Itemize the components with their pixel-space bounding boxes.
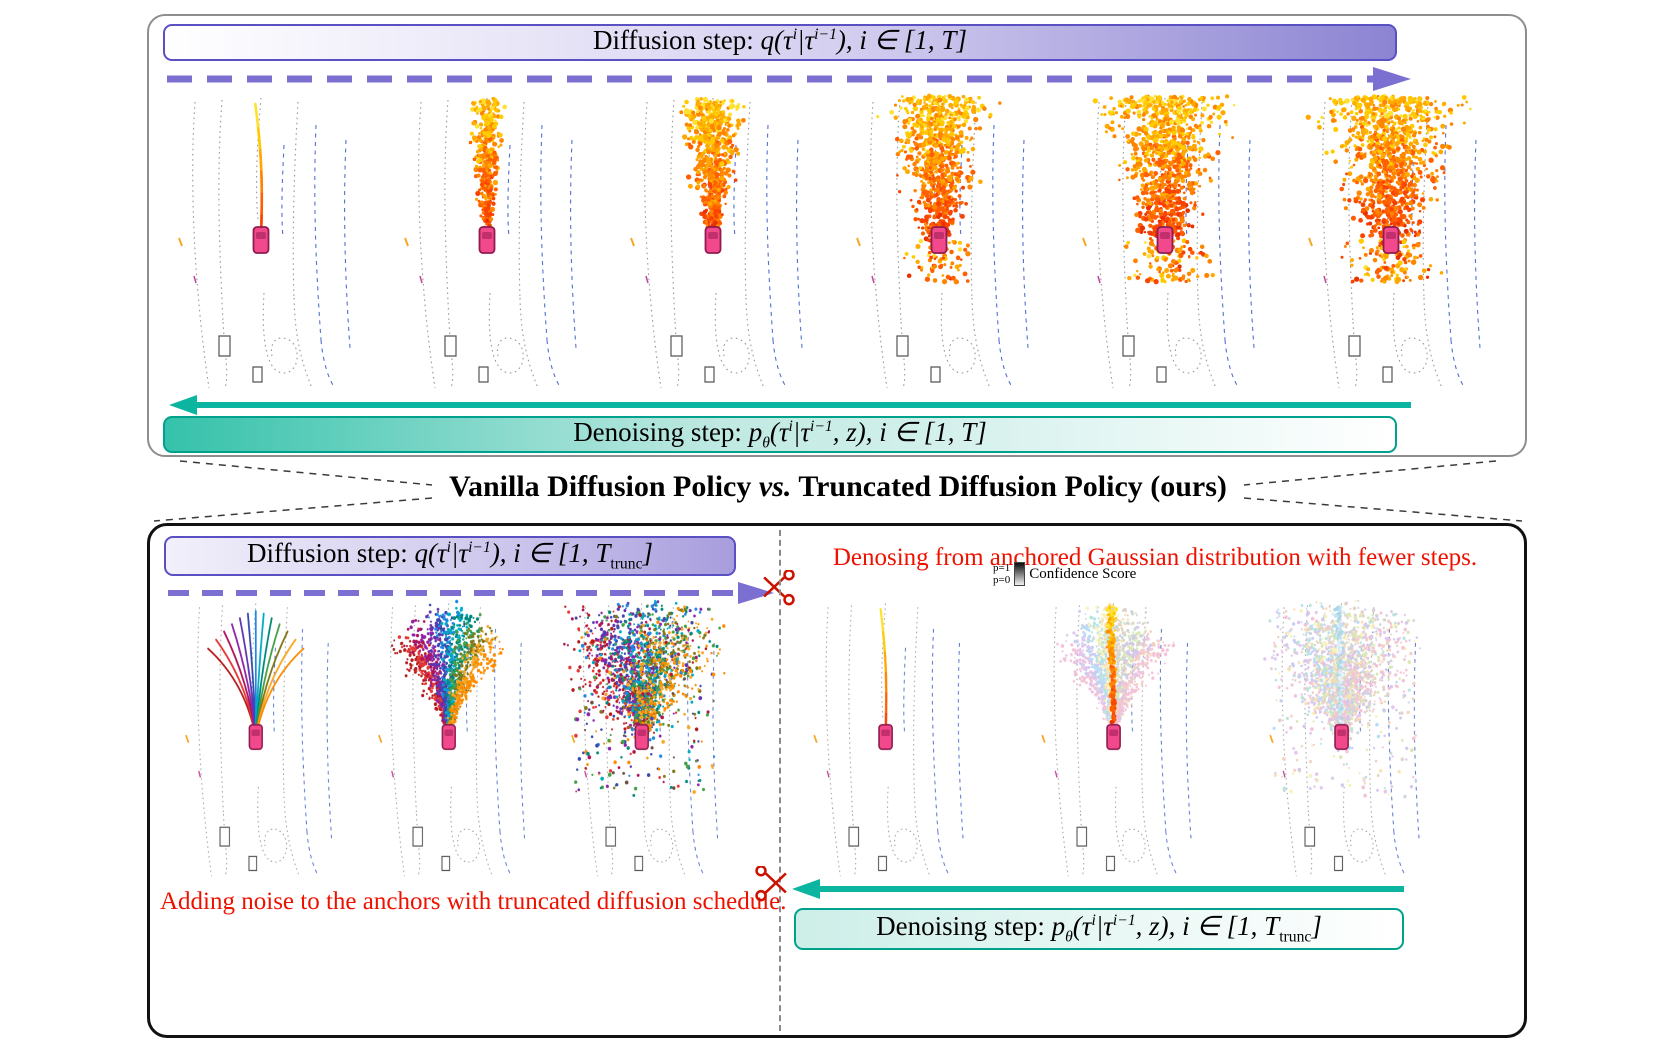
anchor-noised-panel-2 (560, 596, 744, 878)
denoising-step-banner-top: Denoising step: pθ(τi|τi−1, z), i ∈ [1, … (163, 416, 1397, 453)
vanilla-noise-panel-4 (843, 90, 1059, 390)
diffusion-step-banner-truncated: Diffusion step: q(τi|τi−1), i ∈ [1, Ttru… (164, 536, 736, 576)
legend-p1: p=1 (993, 562, 1011, 574)
left-caption: Adding noise to the anchors with truncat… (160, 888, 787, 915)
banner-text: Denoising step: pθ(τi|τi−1, z), i ∈ [1, … (876, 911, 1322, 946)
vanilla-diffusion-box: Diffusion step: q(τi|τi−1), i ∈ [1, T] D… (147, 14, 1527, 457)
confidence-legend: p=1 p=0 Confidence Score (993, 562, 1136, 586)
legend-p-labels: p=1 p=0 (993, 562, 1010, 586)
box-connector-lines (153, 460, 1523, 522)
confidence-gradient-swatch (1014, 562, 1026, 586)
vanilla-noise-panels (165, 90, 1511, 390)
vanilla-noise-panel-6 (1295, 90, 1511, 390)
panel-divider (779, 530, 781, 1031)
anchored-denoising-panels (802, 596, 1446, 878)
scissors-icon (752, 865, 788, 907)
banner-text: Denoising step: pθ(τi|τi−1, z), i ∈ [1, … (573, 416, 987, 452)
denoising-step-banner-truncated: Denoising step: pθ(τi|τi−1, z), i ∈ [1, … (794, 908, 1404, 950)
vanilla-noise-panel-1 (165, 90, 381, 390)
diffusion-step-banner-top: Diffusion step: q(τi|τi−1), i ∈ [1, T] (163, 24, 1397, 61)
figure-title: Vanilla Diffusion Policy vs. Truncated D… (449, 470, 1227, 503)
denoising-direction-arrow (169, 395, 1411, 415)
anchored-gaussian-panel-1 (1030, 596, 1218, 878)
anchor-trajectories-panel (174, 596, 358, 878)
banner-text: Diffusion step: q(τi|τi−1), i ∈ [1, Ttru… (246, 538, 654, 573)
legend-label: Confidence Score (1029, 565, 1137, 582)
vanilla-noise-panel-2 (391, 90, 607, 390)
vanilla-noise-panel-5 (1069, 90, 1285, 390)
legend-p0: p=0 (993, 574, 1011, 586)
vanilla-noise-panel-3 (617, 90, 833, 390)
anchored-gaussian-panel-2 (1258, 596, 1446, 878)
truncated-denoising-arrow (792, 879, 1404, 899)
truncated-diffusion-box: Diffusion step: q(τi|τi−1), i ∈ [1, Ttru… (147, 523, 1527, 1038)
anchor-noising-panels (174, 596, 744, 878)
denoised-trajectory-panel (802, 596, 990, 878)
truncated-diffusion-arrow (168, 582, 774, 604)
diffusion-direction-arrow (167, 67, 1411, 91)
banner-text: Diffusion step: q(τi|τi−1), i ∈ [1, T] (593, 24, 967, 55)
right-caption: Denosing from anchored Gaussian distribu… (832, 544, 1478, 571)
anchor-noised-panel-1 (367, 596, 551, 878)
